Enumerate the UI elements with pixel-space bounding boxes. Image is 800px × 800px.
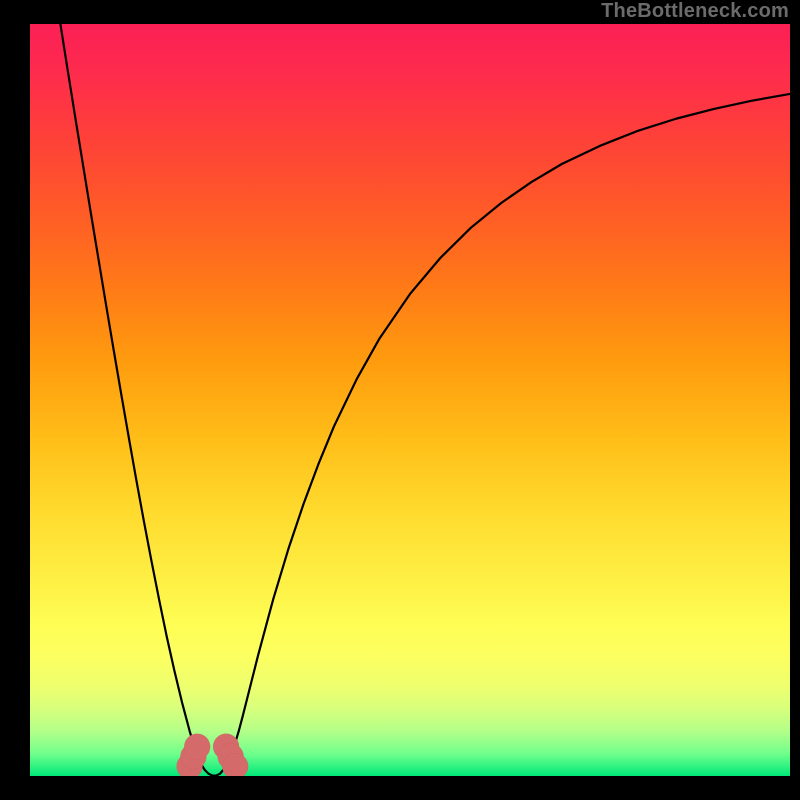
chart-svg xyxy=(30,24,790,776)
bottleneck-chart xyxy=(30,24,790,776)
marker-dot xyxy=(184,734,210,760)
watermark-text: TheBottleneck.com xyxy=(601,0,789,23)
frame-right xyxy=(790,0,800,800)
frame-left xyxy=(0,0,30,800)
chart-background xyxy=(30,24,790,776)
frame-bottom xyxy=(0,776,800,800)
